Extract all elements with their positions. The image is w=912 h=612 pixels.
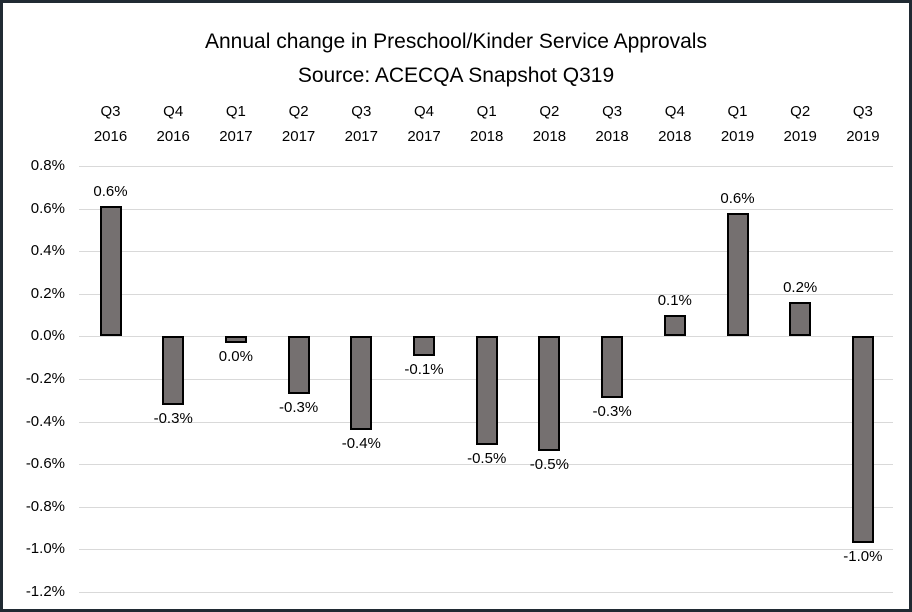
- category-year: 2018: [532, 128, 567, 145]
- bar: [538, 336, 561, 452]
- category-year: 2018: [595, 128, 629, 145]
- bar: [413, 336, 435, 356]
- category-year: 2017: [407, 128, 441, 145]
- category-year: 2017: [344, 128, 378, 145]
- category-year: 2017: [281, 128, 316, 145]
- y-gridline: [79, 251, 893, 253]
- y-gridline: [79, 549, 893, 551]
- y-axis-tick-label: 0.2%: [30, 284, 65, 302]
- y-gridline: [79, 464, 893, 466]
- y-axis-tick-label: -0.4%: [25, 412, 65, 430]
- bar-data-label: 0.2%: [783, 279, 818, 297]
- x-axis-category-label: Q1 2018: [455, 99, 519, 149]
- y-axis-tick-label: 0.8%: [30, 157, 65, 174]
- x-axis-category-label: Q1 2017: [204, 99, 268, 149]
- bar: [789, 302, 812, 337]
- bar: [350, 336, 373, 431]
- category-quarter: Q2: [288, 103, 309, 120]
- bar: [475, 336, 498, 446]
- category-year: 2018: [658, 128, 692, 145]
- x-axis-category-label: Q3 2016: [79, 99, 143, 149]
- bar: [287, 336, 310, 394]
- x-axis-category-label: Q3 2018: [580, 99, 644, 149]
- bar-data-label: -0.4%: [341, 435, 381, 453]
- chart-subtitle: Source: ACECQA Snapshot Q319: [297, 64, 615, 87]
- plot-area: 0.8% 0.6% 0.4% 0.2% 0.0% -0.2% -0.4% -0.6% -0.8%…: [3, 3, 909, 609]
- category-quarter: Q1: [476, 103, 497, 120]
- y-axis-tick-label: 0.4%: [30, 242, 65, 260]
- category-quarter: Q2: [790, 103, 811, 120]
- bar-data-label: -0.1%: [404, 360, 444, 378]
- bar-data-label: -0.3%: [153, 409, 193, 427]
- x-axis-category-label: Q4 2018: [643, 99, 707, 149]
- y-gridline: [79, 506, 893, 508]
- category-quarter: Q3: [602, 103, 623, 120]
- bar-data-label: 0.1%: [657, 292, 692, 310]
- y-axis-tick-label: 0.0%: [30, 327, 65, 345]
- category-year: 2016: [93, 128, 128, 145]
- x-axis-category-label: Q2 2018: [517, 99, 581, 149]
- bar: [99, 206, 122, 337]
- x-axis-category-label: Q2 2017: [267, 99, 331, 149]
- category-quarter: Q3: [351, 103, 372, 120]
- y-axis-tick-label: -1.0%: [25, 540, 65, 558]
- y-axis-tick-label: -1.2%: [25, 583, 65, 600]
- category-year: 2016: [156, 128, 190, 145]
- bar-data-label: -1.0%: [843, 548, 883, 565]
- x-axis-category-label: Q4 2017: [392, 99, 456, 149]
- bar: [601, 336, 624, 399]
- y-axis-tick-label: -0.8%: [25, 497, 65, 515]
- bar-data-label: 0.0%: [218, 347, 253, 365]
- bar: [162, 336, 185, 405]
- x-axis-category-label: Q3 2019: [831, 99, 895, 149]
- bar-data-label: -0.5%: [467, 450, 507, 468]
- category-quarter: Q2: [539, 103, 560, 120]
- y-gridline: [79, 166, 893, 167]
- chart-title-block: Annual change in Preschool/Kinder Servic…: [3, 25, 909, 93]
- category-quarter: Q4: [664, 103, 685, 120]
- x-axis-category-label: Q1 2019: [706, 99, 770, 149]
- bar-data-label: -0.5%: [529, 456, 569, 474]
- x-axis-category-label: Q4 2016: [141, 99, 205, 149]
- y-gridline: [79, 208, 893, 210]
- bar-data-label: 0.6%: [720, 189, 755, 207]
- category-year: 2018: [470, 128, 504, 145]
- bar: [224, 336, 247, 343]
- x-axis-category-label: Q2 2019: [768, 99, 832, 149]
- category-year: 2017: [219, 128, 253, 145]
- category-year: 2019: [846, 128, 880, 145]
- bar: [726, 212, 749, 337]
- category-quarter: Q3: [852, 103, 873, 120]
- y-axis-tick-label: 0.6%: [30, 199, 65, 217]
- y-gridline: [79, 293, 893, 295]
- bar: [851, 336, 874, 543]
- y-gridline: [79, 592, 893, 593]
- category-quarter: Q4: [413, 103, 434, 120]
- bar-data-label: -0.3%: [279, 398, 319, 416]
- category-quarter: Q1: [727, 103, 748, 120]
- category-quarter: Q3: [100, 103, 121, 120]
- bar-data-label: -0.3%: [592, 403, 632, 421]
- bar-data-label: 0.6%: [93, 183, 128, 201]
- bar: [663, 315, 686, 337]
- x-axis-category-label: Q3 2017: [329, 99, 393, 149]
- y-axis-tick-label: -0.6%: [25, 455, 65, 473]
- chart-title: Annual change in Preschool/Kinder Servic…: [205, 30, 707, 53]
- category-year: 2019: [783, 128, 817, 145]
- category-quarter: Q4: [163, 103, 184, 120]
- category-year: 2019: [720, 128, 755, 145]
- y-axis-tick-label: -0.2%: [25, 370, 65, 387]
- category-quarter: Q1: [225, 103, 246, 120]
